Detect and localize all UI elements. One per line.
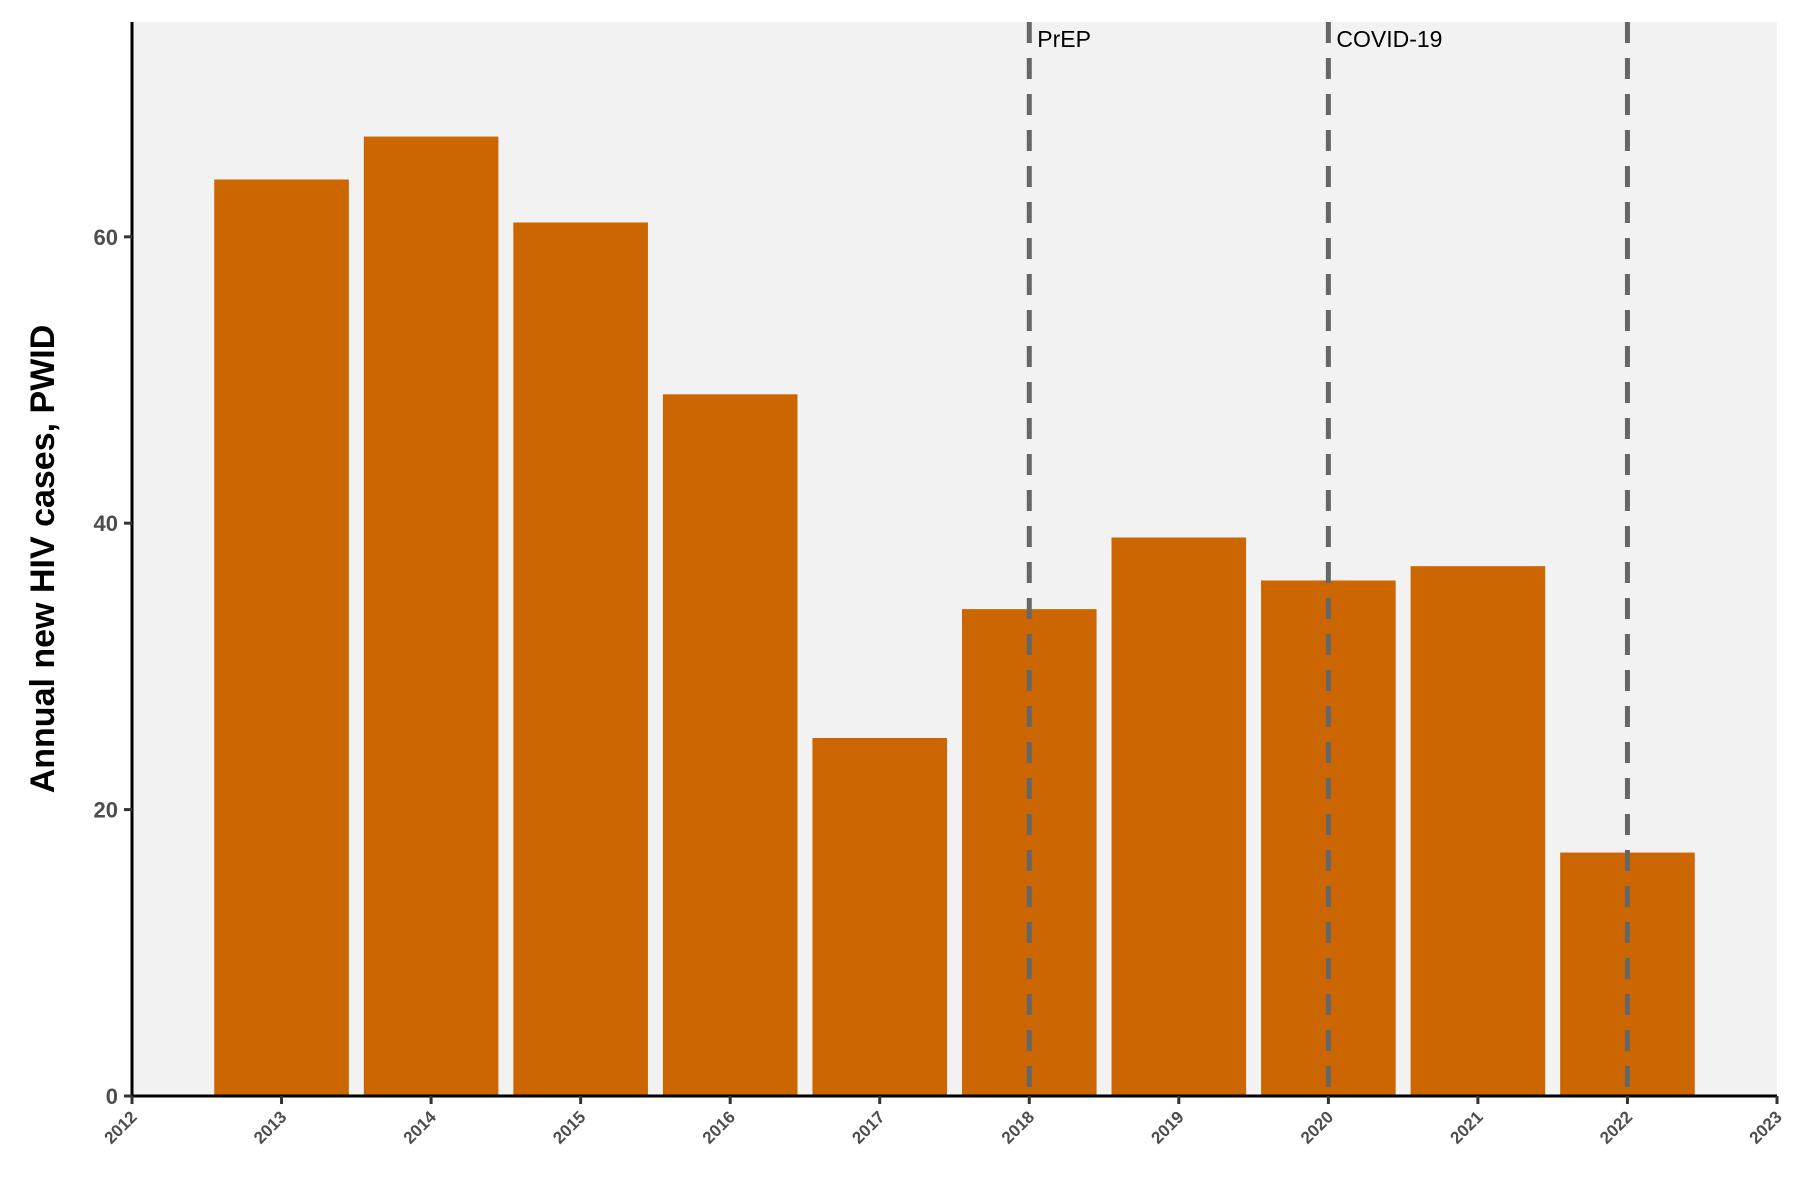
- bar-2017: [812, 738, 948, 1096]
- x-tick-label: 2013: [250, 1107, 290, 1147]
- bar-2016: [662, 394, 798, 1096]
- x-tick-label: 2012: [101, 1107, 141, 1147]
- x-tick-label: 2016: [699, 1107, 739, 1147]
- x-tick-label: 2021: [1447, 1107, 1487, 1147]
- y-axis-label: Annual new HIV cases, PWID: [24, 325, 62, 794]
- x-tick-label: 2020: [1297, 1107, 1337, 1147]
- reference-lines-group: PrEP COVID-19: [1026, 22, 1630, 1096]
- x-tick-label: 2023: [1746, 1107, 1786, 1147]
- y-ticks-group: 0 20 40 60: [94, 225, 132, 1109]
- x-tick-label: 2018: [998, 1107, 1038, 1147]
- x-tick-label: 2022: [1596, 1107, 1636, 1147]
- bar-2013: [214, 179, 349, 1096]
- bar-2021: [1410, 566, 1546, 1096]
- annotation-2020: COVID-19: [1336, 26, 1442, 52]
- bar-2014: [363, 136, 499, 1096]
- bars-group: [214, 136, 1695, 1097]
- bar-2019: [1111, 537, 1247, 1096]
- y-tick-label: 60: [94, 225, 118, 250]
- y-tick-label: 0: [106, 1084, 118, 1109]
- x-tick-label: 2015: [549, 1107, 589, 1147]
- x-ticks-group: 2012 2013 2014 2015 2016 2017 2018 2019 2020 2021…: [101, 1096, 1786, 1148]
- y-tick-label: 40: [94, 511, 118, 536]
- bar-2020: [1261, 580, 1396, 1096]
- x-tick-label: 2019: [1147, 1107, 1187, 1147]
- x-tick-label: 2017: [848, 1107, 888, 1147]
- annotation-2018: PrEP: [1037, 26, 1091, 52]
- y-tick-label: 20: [94, 798, 118, 823]
- x-tick-label: 2014: [400, 1107, 441, 1148]
- bar-2015: [513, 222, 648, 1097]
